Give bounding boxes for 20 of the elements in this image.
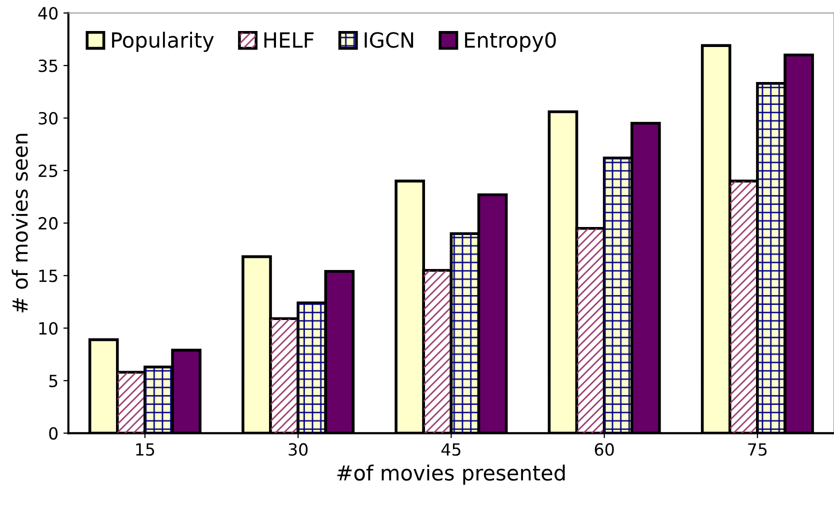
y-tick-label: 5 (49, 374, 58, 388)
legend-label: HELF (264, 32, 314, 48)
x-tick-label: 75 (748, 443, 767, 456)
legend-label: Entropy0 (465, 32, 556, 52)
y-tick-label: 0 (49, 427, 58, 440)
y-tick-label: 25 (38, 164, 58, 178)
x-tick-label: 30 (288, 443, 308, 456)
legend-label: Popularity (112, 32, 214, 52)
x-tick-label: 15 (136, 443, 154, 456)
x-axis-title: #of movies presented (337, 464, 565, 485)
y-tick-label: 15 (39, 270, 58, 282)
y-axis-title: # of movies seen (12, 134, 28, 312)
y-tick-label: 20 (38, 217, 58, 230)
y-tick-label: 35 (38, 59, 58, 72)
x-tick-label: 45 (441, 443, 460, 456)
y-tick-label: 30 (38, 112, 58, 125)
legend-label: IGCN (364, 32, 414, 48)
x-tick-label: 60 (594, 443, 614, 456)
y-tick-label: 10 (39, 322, 58, 335)
y-tick-label: 40 (38, 6, 58, 20)
